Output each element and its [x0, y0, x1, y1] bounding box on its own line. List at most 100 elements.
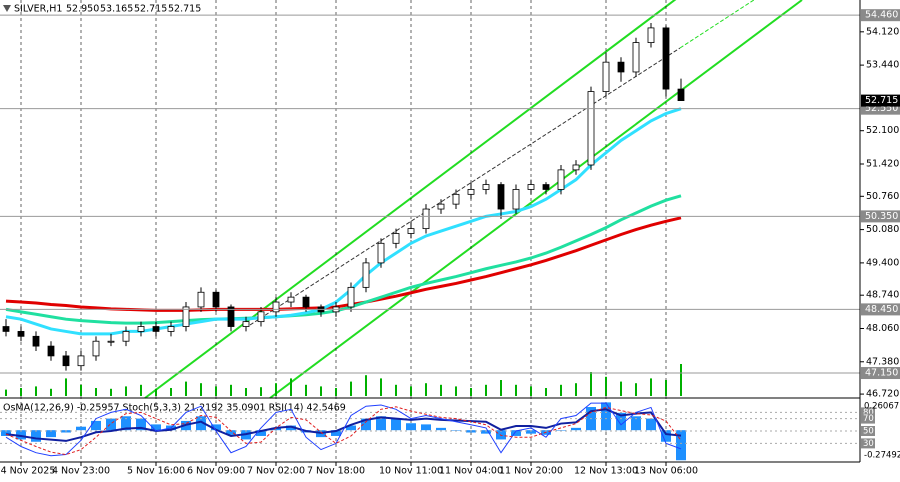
- x-tick-label: 7 Nov 02:00: [247, 466, 305, 477]
- osma-bar: [421, 424, 431, 431]
- osma-bar: [406, 423, 416, 431]
- volume-bar: [665, 380, 667, 396]
- volume-bar: [275, 383, 277, 396]
- osma-bar: [91, 420, 101, 431]
- candle-body: [107, 340, 115, 343]
- osc-tick-box: [861, 413, 875, 424]
- candle-body: [647, 27, 655, 43]
- osma-bar: [481, 430, 491, 434]
- symbol: SILVER,H1: [14, 4, 62, 15]
- volume-bar: [155, 388, 157, 396]
- volume-bar: [515, 384, 517, 396]
- osc-tick-label: 30: [863, 439, 874, 449]
- candle-body: [407, 228, 415, 234]
- volume-bar: [110, 388, 112, 396]
- candle-body: [62, 355, 70, 367]
- candle-body: [287, 296, 295, 303]
- osma-bar: [676, 430, 686, 461]
- osma-bar: [1, 430, 11, 436]
- y-tick-label: 50.080: [866, 224, 899, 235]
- y-tick-label: 53.440: [866, 60, 899, 71]
- x-tick-label: 7 Nov 18:00: [307, 466, 365, 477]
- volume-bar: [485, 384, 487, 396]
- y-tick-label: 48.060: [866, 323, 899, 334]
- volume-bar: [365, 375, 367, 396]
- y-tick-label: 48.740: [866, 290, 899, 301]
- candle-body: [617, 61, 625, 73]
- candle-body: [572, 164, 580, 171]
- volume-bar: [620, 381, 622, 396]
- candle-body: [557, 169, 565, 190]
- osma-max-label: 0.26067: [864, 402, 899, 412]
- y-tick-label: 54.120: [866, 26, 899, 37]
- candle-body: [482, 184, 490, 190]
- volume-bar: [185, 381, 187, 396]
- osma-bar: [646, 418, 656, 431]
- volume-bar: [425, 383, 427, 396]
- candle-body: [452, 193, 460, 205]
- volume-bar: [290, 378, 292, 396]
- volume-bar: [500, 380, 502, 396]
- volume-bar: [260, 387, 262, 396]
- osma-bar: [391, 418, 401, 431]
- volume-bar: [440, 384, 442, 396]
- volume-bar: [350, 381, 352, 396]
- osc-tick-box: [861, 438, 875, 449]
- candle-body: [362, 262, 370, 288]
- volume-bar: [200, 383, 202, 396]
- osma-bar: [526, 430, 536, 434]
- osma-bar: [106, 418, 116, 431]
- candle-body: [602, 61, 610, 92]
- osma-bar: [31, 430, 41, 442]
- y-tick-label: 46.720: [866, 389, 899, 400]
- volume-bar: [65, 378, 67, 396]
- volume-bar: [605, 376, 607, 396]
- candle-body: [272, 301, 280, 313]
- current-price-label: 52.715: [865, 95, 898, 106]
- x-tick-label: 12 Nov 13:00: [574, 466, 638, 477]
- candle-body: [392, 233, 400, 244]
- osma-bar: [271, 427, 281, 431]
- candle-body: [2, 326, 10, 332]
- ohlc-open: 52.950: [66, 4, 99, 15]
- volume-bar: [5, 389, 7, 396]
- x-tick-label: 13 Nov 06:00: [634, 466, 698, 477]
- volume-bar: [230, 384, 232, 396]
- osma-bar: [196, 416, 206, 431]
- candle-body: [242, 321, 250, 327]
- x-tick-label: 10 Nov 11:00: [379, 466, 443, 477]
- candle-body: [257, 311, 265, 323]
- level-label: 54.460: [865, 10, 898, 21]
- level-label: 50.350: [865, 211, 898, 222]
- candle-body: [587, 91, 595, 166]
- osma-bar: [256, 430, 266, 436]
- channel-upper: [144, 0, 677, 399]
- candle-body: [467, 189, 475, 195]
- osma-bar: [616, 412, 626, 431]
- osma-bar: [16, 430, 26, 440]
- osma-bar: [361, 418, 371, 431]
- x-tick-label: 4 Nov 23:00: [52, 466, 110, 477]
- candle-body: [662, 27, 670, 90]
- level-label: 48.450: [865, 304, 898, 315]
- ohlc-close: 52.715: [168, 4, 201, 15]
- osma-bar: [571, 427, 581, 431]
- x-tick-label: 5 Nov 16:00: [127, 466, 185, 477]
- candle-body: [377, 242, 385, 264]
- volume-bar: [545, 388, 547, 396]
- current-price-box: [861, 94, 900, 107]
- y-tick-label: 50.760: [866, 191, 899, 202]
- candle-body: [137, 326, 145, 332]
- volume-bar: [140, 384, 142, 396]
- osma-bar: [46, 430, 56, 438]
- moving-average: [5, 107, 682, 336]
- candle-body: [437, 203, 445, 210]
- osma-bar: [511, 430, 521, 436]
- volume-bar: [470, 388, 472, 396]
- volume-bar: [395, 384, 397, 396]
- osma-bar: [346, 425, 356, 431]
- y-tick-label: 49.400: [866, 257, 899, 268]
- osma-bar: [661, 430, 671, 442]
- osc-tick-box: [861, 426, 875, 436]
